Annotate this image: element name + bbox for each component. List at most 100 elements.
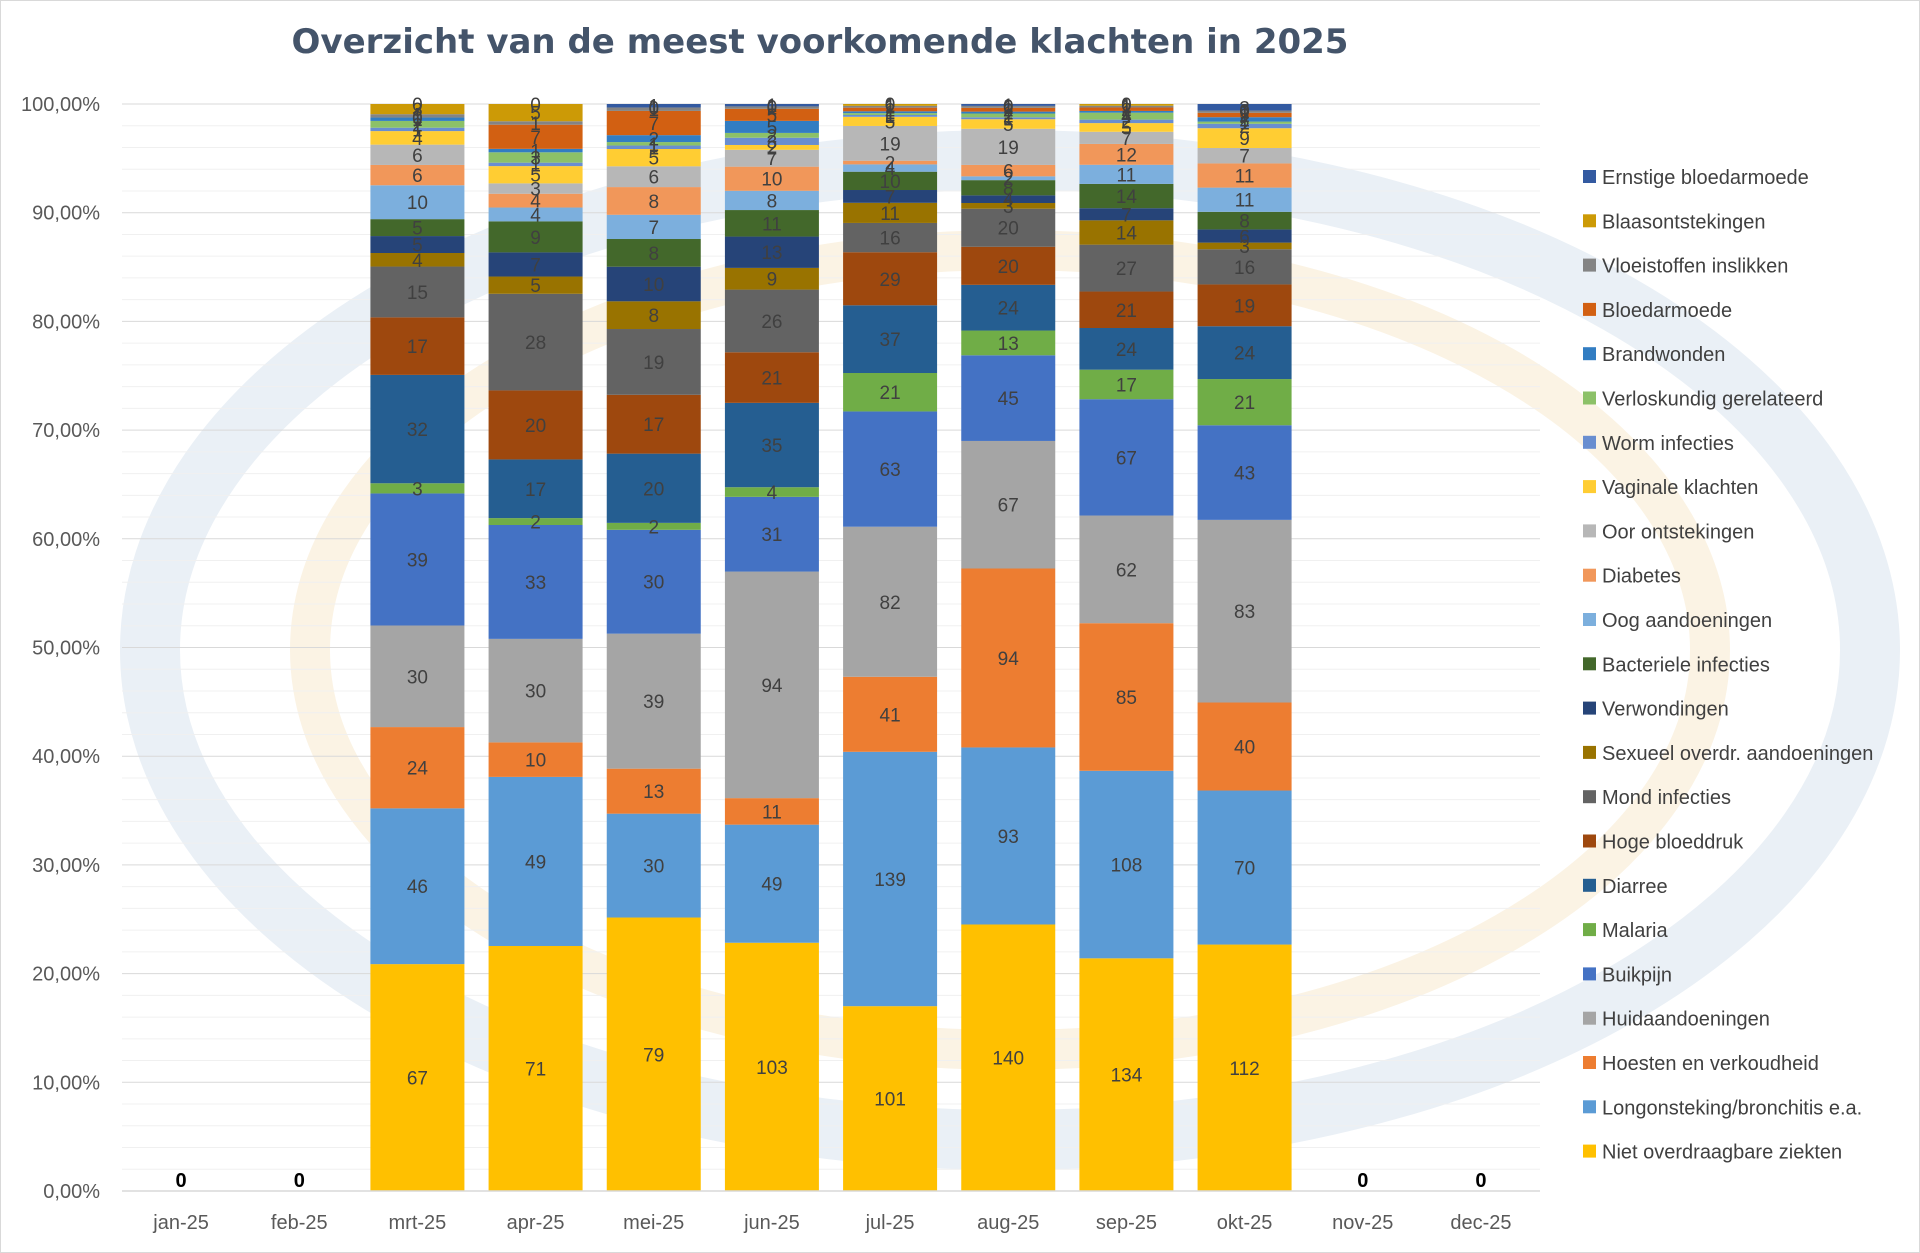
bar-hoge-bloeddruk-jul-25 bbox=[843, 252, 938, 306]
data-label-diabetes-okt-25: 11 bbox=[1235, 167, 1255, 188]
bar-huidaandoeningen-jun-25 bbox=[724, 571, 819, 799]
bar-bloedarmoede-okt-25 bbox=[1197, 112, 1292, 118]
data-label-oor-ontstekingen-sep-25: 7 bbox=[1121, 129, 1132, 150]
bar-oog-aandoeningen-apr-25 bbox=[488, 207, 583, 222]
data-label-verwondingen-okt-25: 6 bbox=[1239, 227, 1250, 248]
x-tick-label-jan-25: jan-25 bbox=[152, 1212, 209, 1234]
data-label-sexueel-overdr-aandoeningen-mei-25: 8 bbox=[648, 306, 659, 327]
data-label-malaria-jul-25: 21 bbox=[880, 383, 901, 404]
data-labels: 0 067462430393321715455106641210130714910… bbox=[176, 95, 1487, 1192]
data-label-brandwonden-okt-25: 2 bbox=[1239, 110, 1250, 131]
data-label-hoesten-en-verkoudheid-sep-25: 85 bbox=[1116, 688, 1137, 709]
data-label-ernstige-bloedarmoede-mei-25: 1 bbox=[648, 97, 659, 118]
data-label-mond-infecties-mrt-25: 15 bbox=[407, 283, 428, 304]
bar-worm-infecties-jun-25 bbox=[724, 137, 819, 145]
data-label-vaginale-klachten-jun-25: 2 bbox=[767, 138, 778, 159]
bar-oog-aandoeningen-mrt-25 bbox=[370, 185, 465, 220]
bar-huidaandoeningen-apr-25 bbox=[488, 638, 583, 743]
data-label-ernstige-bloedarmoede-mrt-25: 0 bbox=[412, 95, 423, 116]
data-label-mond-infecties-mei-25: 19 bbox=[643, 353, 664, 374]
bar-longonsteking-bronchitis-e-a-jun-25 bbox=[724, 824, 819, 943]
data-label-hoge-bloeddruk-aug-25: 20 bbox=[998, 257, 1019, 278]
y-tick-label: 10,00% bbox=[32, 1072, 100, 1094]
data-label-longonsteking-bronchitis-e-a-jul-25: 139 bbox=[874, 870, 906, 891]
data-label-verloskundig-gerelateerd-jul-25: 1 bbox=[885, 105, 896, 126]
data-label-vloeistoffen-inslikken-mrt-25: 1 bbox=[412, 107, 423, 128]
legend-swatch-buikpijn bbox=[1583, 967, 1596, 981]
bar-ernstige-bloedarmoede-aug-25 bbox=[961, 104, 1056, 106]
data-label-oor-ontstekingen-mrt-25: 6 bbox=[412, 146, 423, 167]
data-label-worm-infecties-aug-25: 1 bbox=[1003, 109, 1014, 130]
data-label-bloedarmoede-mei-25: 7 bbox=[648, 114, 659, 135]
data-label-hoge-bloeddruk-apr-25: 20 bbox=[525, 416, 546, 437]
data-label-hoge-bloeddruk-sep-25: 21 bbox=[1116, 301, 1137, 322]
chart-title: Overzicht van de meest voorkomende klach… bbox=[291, 22, 1349, 62]
bar-diarree-apr-25 bbox=[488, 459, 583, 519]
data-label-oor-ontstekingen-apr-25: 3 bbox=[530, 180, 541, 201]
data-label-vaginale-klachten-aug-25: 5 bbox=[1003, 115, 1014, 136]
data-label-diabetes-jul-25: 2 bbox=[885, 154, 896, 175]
bar-brandwonden-jun-25 bbox=[724, 120, 819, 133]
data-label-mond-infecties-okt-25: 16 bbox=[1234, 258, 1255, 279]
data-label-bloedarmoede-mrt-25: 0 bbox=[412, 109, 423, 130]
data-label-empty-feb-25: 0 bbox=[294, 1170, 305, 1192]
data-label-hoge-bloeddruk-jun-25: 21 bbox=[761, 369, 782, 390]
data-label-buikpijn-aug-25: 45 bbox=[998, 389, 1019, 410]
bar-bloedarmoede-jun-25 bbox=[724, 108, 819, 121]
data-label-niet-overdraagbare-ziekten-mei-25: 79 bbox=[643, 1045, 664, 1066]
legend-label-vloeistoffen-inslikken: Vloeistoffen inslikken bbox=[1602, 256, 1788, 278]
data-label-diabetes-mrt-25: 6 bbox=[412, 166, 423, 187]
y-tick-label: 70,00% bbox=[32, 420, 100, 442]
data-label-diarree-jul-25: 37 bbox=[880, 330, 901, 351]
bar-hoge-bloeddruk-apr-25 bbox=[488, 390, 583, 460]
bar-vaginale-klachten-mei-25 bbox=[606, 149, 701, 167]
data-label-ernstige-bloedarmoede-sep-25: 0 bbox=[1121, 95, 1132, 116]
data-label-buikpijn-okt-25: 43 bbox=[1234, 464, 1255, 485]
data-label-brandwonden-aug-25: 1 bbox=[1003, 104, 1014, 125]
bar-vloeistoffen-inslikken-jul-25 bbox=[843, 105, 938, 108]
bar-longonsteking-bronchitis-e-a-okt-25 bbox=[1197, 790, 1292, 945]
bar-hoesten-en-verkoudheid-okt-25 bbox=[1197, 702, 1292, 791]
bar-blaasontstekingen-apr-25 bbox=[488, 104, 583, 122]
bar-verloskundig-gerelateerd-okt-25 bbox=[1197, 121, 1292, 124]
bar-oor-ontstekingen-jul-25 bbox=[843, 125, 938, 161]
legend-label-malaria: Malaria bbox=[1602, 920, 1668, 942]
x-tick-label-mei-25: mei-25 bbox=[623, 1212, 684, 1234]
legend-swatch-diabetes bbox=[1583, 568, 1596, 582]
gridlines bbox=[122, 103, 1540, 1192]
data-label-hoge-bloeddruk-jul-25: 29 bbox=[880, 270, 901, 291]
bar-diarree-okt-25 bbox=[1197, 326, 1292, 380]
bar-diabetes-jun-25 bbox=[724, 166, 819, 191]
bar-bacteriele-infecties-mei-25 bbox=[606, 239, 701, 267]
data-label-oor-ontstekingen-okt-25: 7 bbox=[1239, 147, 1250, 168]
bar-hoesten-en-verkoudheid-apr-25 bbox=[488, 742, 583, 777]
data-label-ernstige-bloedarmoede-jun-25: 1 bbox=[767, 96, 778, 117]
bar-hoesten-en-verkoudheid-mrt-25 bbox=[370, 727, 465, 809]
bar-diarree-jul-25 bbox=[843, 305, 938, 374]
bar-mond-infecties-jul-25 bbox=[843, 222, 938, 253]
data-label-vaginale-klachten-jul-25: 5 bbox=[885, 112, 896, 133]
data-label-bacteriele-infecties-jun-25: 11 bbox=[762, 214, 782, 235]
bar-huidaandoeningen-jul-25 bbox=[843, 526, 938, 677]
bar-mond-infecties-jun-25 bbox=[724, 289, 819, 353]
data-label-verloskundig-gerelateerd-mrt-25: 2 bbox=[412, 115, 423, 136]
data-label-worm-infecties-mrt-25: 1 bbox=[412, 120, 423, 141]
data-label-oog-aandoeningen-okt-25: 11 bbox=[1235, 191, 1255, 212]
bar-diabetes-mrt-25 bbox=[370, 164, 465, 186]
bar-buikpijn-jun-25 bbox=[724, 496, 819, 572]
bar-malaria-mei-25 bbox=[606, 522, 701, 530]
data-label-verwondingen-aug-25: 4 bbox=[1003, 190, 1014, 211]
legend-label-niet-overdraagbare-ziekten: Niet overdraagbare ziekten bbox=[1602, 1142, 1842, 1164]
bar-diarree-sep-25 bbox=[1079, 327, 1174, 370]
y-tick-label: 80,00% bbox=[32, 311, 100, 333]
data-label-blaasontstekingen-jun-25: 0 bbox=[767, 97, 778, 118]
bar-hoesten-en-verkoudheid-mei-25 bbox=[606, 768, 701, 814]
bar-ernstige-bloedarmoede-mei-25 bbox=[606, 104, 701, 108]
bar-vloeistoffen-inslikken-aug-25 bbox=[961, 105, 1056, 108]
bar-ernstige-bloedarmoede-jun-25 bbox=[724, 104, 819, 107]
data-label-mond-infecties-jul-25: 16 bbox=[880, 229, 901, 250]
data-label-bacteriele-infecties-okt-25: 8 bbox=[1239, 212, 1250, 233]
bar-diabetes-aug-25 bbox=[961, 164, 1056, 177]
data-label-sexueel-overdr-aandoeningen-jul-25: 11 bbox=[880, 204, 900, 225]
